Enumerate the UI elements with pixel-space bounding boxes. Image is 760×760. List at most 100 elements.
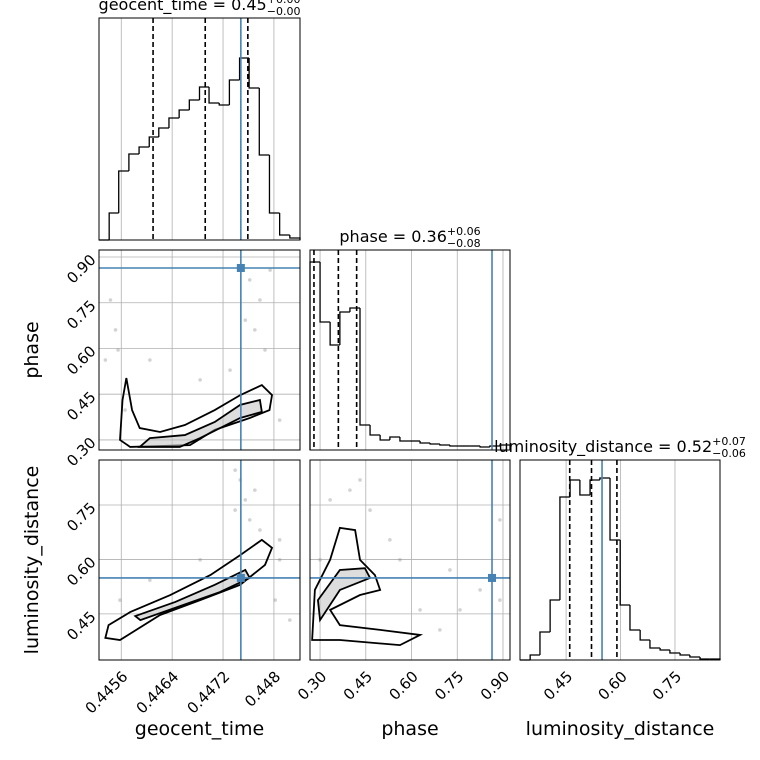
scatter-point [253,328,257,332]
y-tick-label: 0.75 [63,499,99,535]
hist-bin [258,88,270,156]
hist-bin [479,446,490,448]
scatter-point [233,508,237,512]
hist-bin [289,235,301,240]
title-plus: +0.00 [267,0,301,6]
x-tick-label: 0.4472 [183,668,233,718]
x-tick-label: 0.4456 [82,668,132,718]
x-tick-label: 0.75 [431,668,467,704]
hist-bin [168,117,180,128]
hist-bin [238,57,250,80]
hist-bin [589,479,600,495]
scatter-point [258,298,262,302]
y-tick-label: 0.45 [63,608,99,644]
hist-bin [158,127,169,137]
hist-bin [128,153,140,171]
scatter-point [148,358,152,362]
hist-bin [278,213,290,236]
x-axis-label: phase [381,718,438,740]
contour [104,538,274,641]
scatter-point [368,508,372,512]
hist-bin [349,307,360,312]
title-minus: −0.06 [712,447,746,460]
hist-bin [649,640,661,649]
hist-bin [178,109,190,118]
x-tick-label: 0.75 [649,668,685,704]
title-minus: −0.08 [447,237,481,250]
hist-bin [679,653,690,656]
contour [311,526,424,647]
hist-bin [108,212,119,240]
scatter-point [273,598,277,602]
hist-bin [419,441,431,444]
panel-frame [309,459,511,661]
y-tick-label: 0.60 [63,553,99,589]
hist-bin [389,436,400,440]
scatter-point [348,488,352,492]
scatter-point [247,518,252,522]
hist-bin [118,170,129,213]
panel-title: luminosity_distance = 0.52+0.07 −0.06 [494,435,746,460]
panel-frame [309,249,511,451]
hist-bin [399,437,410,442]
x-tick-label: 0.4464 [133,668,183,718]
hist-bin [659,648,670,651]
truth-marker [488,573,497,582]
truth-marker [236,573,245,582]
hist-bin [639,630,650,641]
scatter-point [498,518,502,522]
scatter-point [233,468,237,472]
y-axis-label: luminosity_distance [21,466,43,655]
hist-bin [329,322,340,346]
x-tick-label: 0.45 [540,668,576,704]
scatter-point [277,558,282,562]
truth-marker [236,263,245,272]
scatter-point [498,598,502,602]
scatter-point [478,588,482,592]
scatter-point [418,608,422,612]
title-main: luminosity_distance = 0.52 [494,437,712,457]
hist-bin [188,99,200,110]
x-tick-label: 0.60 [594,668,630,704]
scatter-point [198,378,202,382]
hist-bin [609,478,621,541]
title-main: phase = 0.36 [339,227,446,246]
hist-bin [148,136,159,147]
scatter-point [243,318,248,322]
hist-bin [198,86,210,100]
hist-bin [629,605,641,631]
scatter-point [288,618,292,622]
hist-bin [369,425,381,436]
x-tick-label: 0.60 [385,668,421,704]
scatter-point [448,568,452,572]
hist-bin [699,657,710,660]
scatter-point [123,408,127,412]
hist-bin [439,444,450,446]
y-tick-label: 0.30 [63,434,99,470]
x-tick-label: 0.30 [294,668,330,704]
scatter-point [318,558,322,562]
scatter-point [268,268,272,272]
scatter-point [277,538,282,542]
scatter-point [198,558,202,562]
hist-bin [529,654,540,660]
scatter-point [103,358,108,362]
hist-bin [599,477,611,480]
hist-bin [569,479,580,497]
hist-bin [319,262,331,323]
x-tick-label: 0.45 [340,668,376,704]
y-axis-label: phase [21,321,43,378]
hist-bin [429,443,440,445]
scatter-point [388,538,392,542]
hist-bin [138,146,150,154]
x-axis-label: geocent_time [135,718,264,740]
hist-bin [359,308,371,426]
panel-frame [98,459,301,661]
scatter-point [243,498,248,502]
scatter-point [277,418,282,422]
y-tick-label: 0.75 [63,297,99,333]
hist-bin [559,496,571,600]
scatter-point [247,278,252,282]
scatter-point [148,578,152,582]
